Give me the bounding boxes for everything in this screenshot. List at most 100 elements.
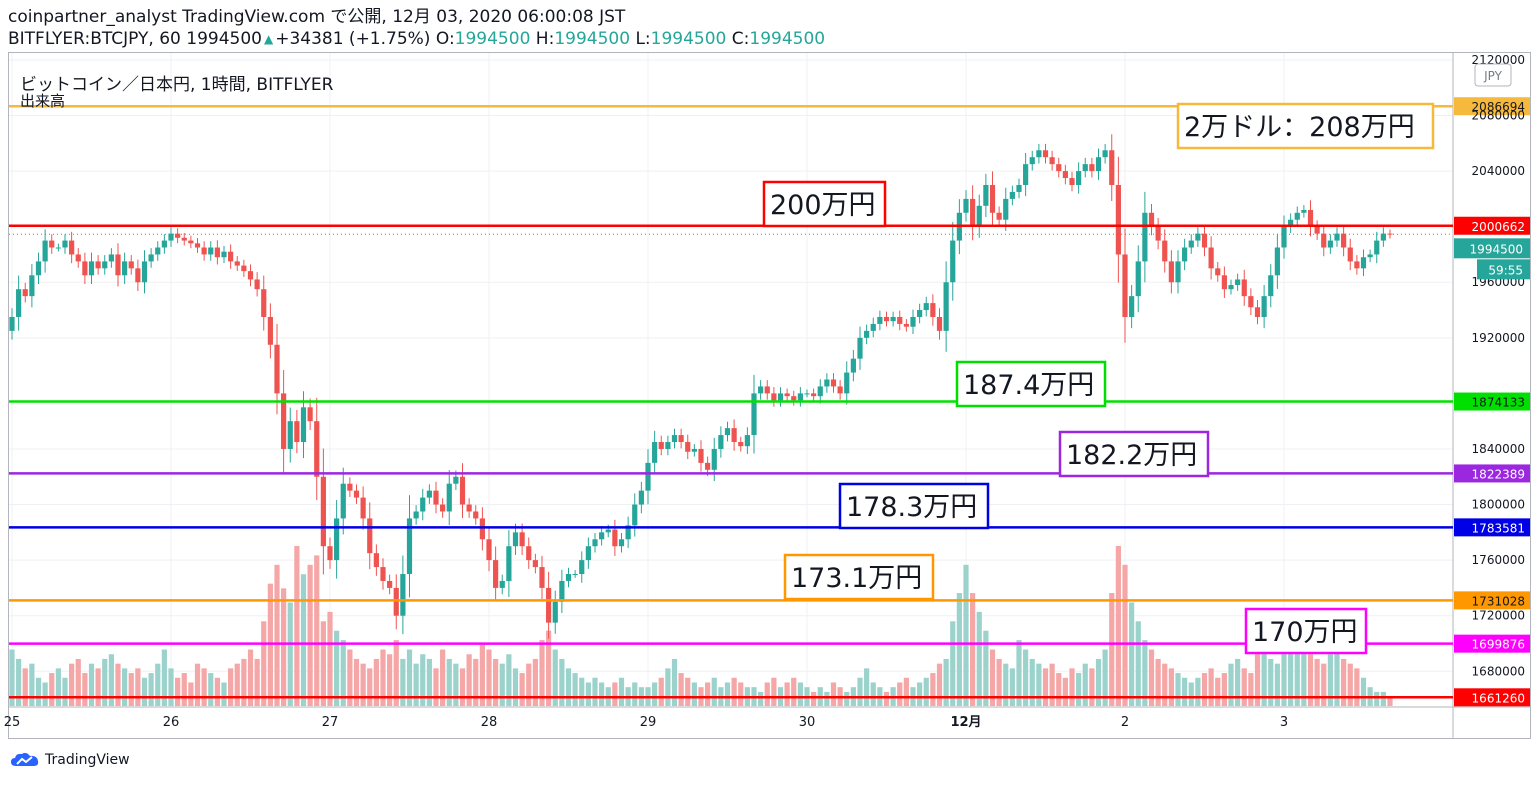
candle-body xyxy=(221,251,227,258)
volume-bar xyxy=(1023,649,1029,706)
level-note-box[interactable] xyxy=(1244,607,1368,655)
volume-bar xyxy=(1195,677,1201,706)
volume-bar xyxy=(1321,663,1327,706)
level-note-box[interactable] xyxy=(762,180,887,228)
candle-body xyxy=(22,289,28,297)
volume-bar xyxy=(552,649,558,706)
candle-body xyxy=(367,518,373,554)
volume-bar xyxy=(453,663,459,706)
currency-badge[interactable] xyxy=(1474,63,1512,87)
candle-body xyxy=(148,254,154,262)
candle-body xyxy=(936,316,943,331)
volume-bar xyxy=(599,682,605,706)
candle-body xyxy=(526,546,532,561)
volume-bar xyxy=(1327,654,1333,706)
candle-body xyxy=(479,518,485,540)
candle-body xyxy=(711,448,717,470)
candle-body xyxy=(1321,233,1327,248)
time-tick-label: 3 xyxy=(1280,715,1288,730)
volume-bar xyxy=(585,682,591,706)
volume-bar xyxy=(247,649,254,706)
volume-bar xyxy=(281,588,287,706)
volume-bar xyxy=(122,668,128,706)
up-arrow-icon: ▲ xyxy=(263,32,274,46)
volume-bar xyxy=(161,649,167,706)
candle-body xyxy=(731,428,737,443)
level-note-box[interactable] xyxy=(1058,430,1210,478)
volume-bar xyxy=(797,682,803,706)
volume-bar xyxy=(678,673,684,706)
candle-body xyxy=(115,254,121,276)
volume-bar xyxy=(1380,691,1386,706)
currency-badge-label: JPY xyxy=(1483,69,1503,83)
volume-bar xyxy=(1215,677,1221,706)
level-note-box[interactable] xyxy=(783,553,935,601)
time-tick-label: 30 xyxy=(799,715,816,730)
candle-body xyxy=(307,407,313,422)
time-tick-label: 12月 xyxy=(950,715,981,730)
candle-body xyxy=(16,289,22,317)
volume-bar xyxy=(426,658,432,706)
candle-body xyxy=(1069,178,1075,185)
candle-body xyxy=(1142,212,1148,262)
volume-bar xyxy=(864,668,870,706)
candle-body xyxy=(1221,275,1227,290)
candle-body xyxy=(69,240,75,255)
volume-bar xyxy=(327,611,333,706)
candle-body xyxy=(897,316,903,324)
series-legend-title[interactable]: ビットコイン／日本円, 1時間, BITFLYER xyxy=(20,75,334,95)
level-price-label: 1699876 xyxy=(1472,638,1525,652)
volume-bar xyxy=(1129,602,1135,706)
volume-bar xyxy=(1036,663,1042,706)
level-note-box[interactable] xyxy=(1176,102,1435,150)
level-note-box[interactable] xyxy=(955,360,1107,408)
level-note-box[interactable] xyxy=(838,482,990,530)
candle-body xyxy=(426,490,432,498)
volume-bar xyxy=(387,654,393,706)
chart-frame[interactable] xyxy=(8,52,1531,739)
volume-bar xyxy=(340,640,346,706)
candle-body xyxy=(135,268,141,283)
candle-body xyxy=(976,205,982,227)
volume-bar xyxy=(870,682,876,706)
volume-bar xyxy=(300,574,307,706)
candle-body xyxy=(705,462,711,470)
candle-body xyxy=(373,553,379,568)
volume-bar xyxy=(148,673,154,706)
volume-bar xyxy=(1095,658,1102,706)
symbol-label[interactable]: BITFLYER:BTCJPY, 60 xyxy=(8,29,181,49)
candle-body xyxy=(1334,233,1340,241)
low-label: L: xyxy=(635,29,651,49)
candle-body xyxy=(440,504,446,512)
volume-bar xyxy=(685,677,691,706)
volume-bar xyxy=(1268,658,1274,706)
candle-body xyxy=(1248,296,1254,308)
volume-bar xyxy=(380,649,386,706)
candle-body xyxy=(82,261,88,276)
open-value: 1994500 xyxy=(454,29,531,49)
volume-bar xyxy=(446,658,452,706)
price-tick-label: 1840000 xyxy=(1472,442,1525,456)
candle-body xyxy=(638,490,644,505)
candle-body xyxy=(1155,226,1161,241)
volume-bar xyxy=(1016,640,1022,706)
volume-bar xyxy=(82,673,88,706)
volume-legend[interactable]: 出来高 xyxy=(20,92,66,110)
candle-body xyxy=(671,435,678,443)
candle-body xyxy=(1122,254,1128,317)
candle-body xyxy=(930,303,936,317)
tradingview-logo[interactable]: TradingView xyxy=(10,752,130,768)
candle-body xyxy=(883,316,890,322)
level-price-tag xyxy=(1454,518,1530,537)
volume-bar xyxy=(1115,546,1121,706)
candle-body xyxy=(387,580,393,588)
candle-body xyxy=(1009,191,1015,199)
volume-bar xyxy=(406,649,413,706)
candle-body xyxy=(1347,247,1353,262)
candle-body xyxy=(1281,226,1287,248)
candle-body xyxy=(751,393,757,436)
volume-bar xyxy=(314,555,320,706)
candle-body xyxy=(678,435,684,443)
candle-body xyxy=(188,240,194,244)
